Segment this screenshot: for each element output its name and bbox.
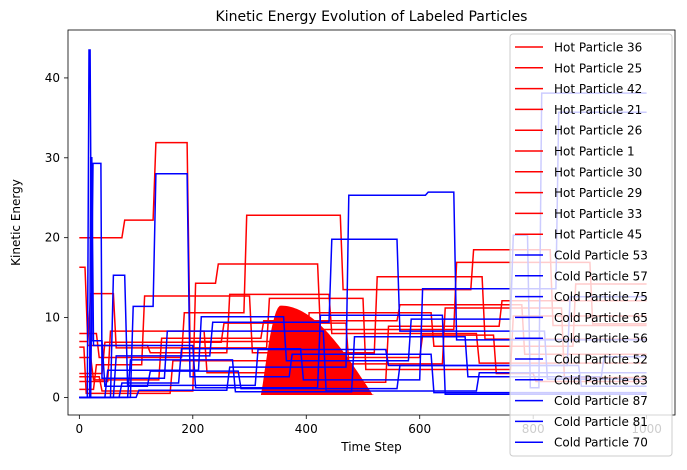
y-tick-label: 30: [45, 151, 60, 165]
plot-frame: [67, 29, 676, 416]
chart-title: Kinetic Energy Evolution of Labeled Part…: [216, 9, 528, 25]
legend-label: Hot Particle 21: [554, 103, 642, 117]
y-axis-ticks: 0 10 20 30 40: [45, 71, 68, 404]
x-tick-label: 400: [295, 422, 318, 436]
series-line-cold-particle-52: [79, 191, 647, 399]
series-line-cold-particle-57: [79, 157, 647, 399]
series-line-cold-particle-75: [79, 162, 647, 399]
legend-label: Cold Particle 63: [554, 373, 648, 387]
legend-label: Cold Particle 65: [554, 311, 648, 325]
y-tick-label: 20: [45, 231, 60, 245]
legend-label: Cold Particle 56: [554, 332, 648, 346]
legend-label: Cold Particle 87: [554, 394, 648, 408]
y-axis-label: Kinetic Energy: [9, 179, 23, 266]
y-tick-label: 10: [45, 311, 60, 325]
x-axis-label: Time Step: [340, 440, 402, 454]
legend-label: Cold Particle 75: [554, 290, 648, 304]
legend-label: Cold Particle 53: [554, 249, 648, 263]
x-tick-label: 0: [76, 422, 84, 436]
legend-label: Hot Particle 30: [554, 165, 642, 179]
y-tick-label: 0: [52, 390, 60, 404]
series-line-cold-particle-56: [79, 173, 647, 399]
legend-label: Hot Particle 36: [554, 41, 642, 55]
legend-label: Hot Particle 25: [554, 61, 642, 75]
x-tick-label: 200: [181, 422, 204, 436]
legend-label: Hot Particle 33: [554, 207, 642, 221]
legend: Hot Particle 36 Hot Particle 25 Hot Partic…: [509, 33, 673, 457]
legend-label: Cold Particle 57: [554, 269, 648, 283]
legend-box: [509, 33, 673, 457]
legend-label: Cold Particle 81: [554, 415, 648, 429]
legend-label: Hot Particle 42: [554, 82, 642, 96]
series-line-hot-particle-29: [79, 276, 647, 391]
legend-label: Cold Particle 52: [554, 353, 648, 367]
legend-label: Hot Particle 1: [554, 145, 635, 159]
y-tick-label: 40: [45, 71, 60, 85]
x-tick-label: 600: [408, 422, 431, 436]
series-line-hot-particle-45: [79, 300, 647, 395]
legend-label: Hot Particle 45: [554, 228, 642, 242]
legend-label: Hot Particle 29: [554, 186, 642, 200]
legend-label: Cold Particle 70: [554, 436, 648, 450]
legend-label: Hot Particle 26: [554, 124, 642, 138]
